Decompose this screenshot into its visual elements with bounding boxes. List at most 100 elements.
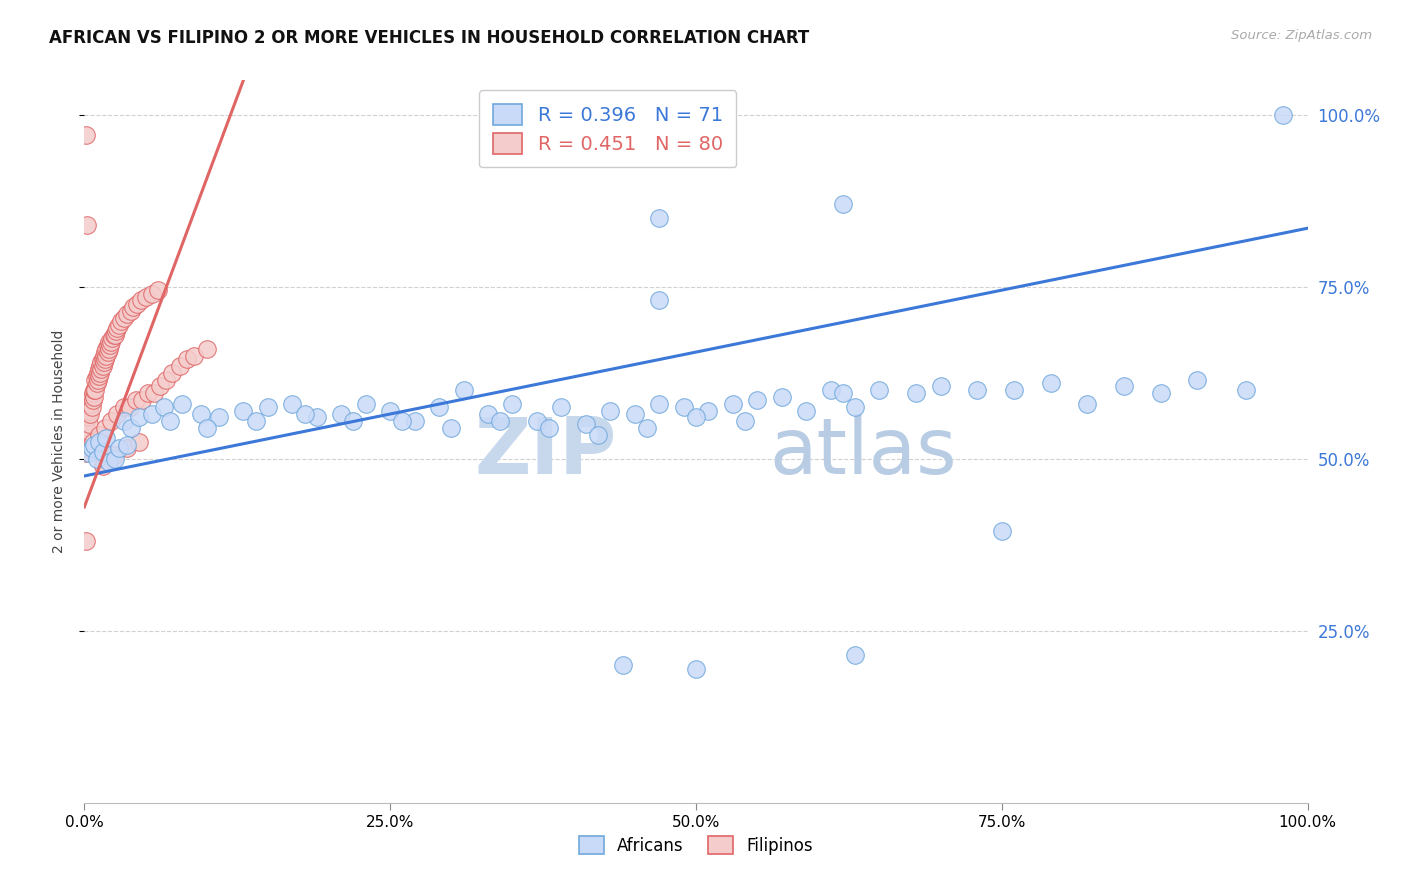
Point	[155, 373, 177, 387]
Point	[869, 383, 891, 397]
Point	[112, 414, 135, 428]
Point	[80, 390, 103, 404]
Point	[195, 421, 218, 435]
Point	[82, 393, 104, 408]
Point	[96, 349, 118, 363]
Point	[90, 355, 112, 369]
Point	[110, 314, 132, 328]
Point	[538, 421, 561, 435]
Point	[104, 448, 127, 462]
Point	[624, 407, 647, 421]
Point	[208, 410, 231, 425]
Point	[125, 393, 148, 408]
Point	[82, 386, 104, 401]
Point	[131, 393, 153, 408]
Point	[232, 403, 254, 417]
Point	[135, 290, 157, 304]
Point	[105, 321, 128, 335]
Point	[97, 345, 120, 359]
Point	[84, 383, 107, 397]
Point	[90, 362, 112, 376]
Point	[115, 307, 138, 321]
Point	[79, 407, 101, 421]
Point	[120, 421, 142, 435]
Point	[648, 397, 671, 411]
Text: ZIP: ZIP	[474, 415, 616, 491]
Point	[672, 400, 695, 414]
Point	[87, 373, 110, 387]
Point	[128, 434, 150, 449]
Point	[112, 310, 135, 325]
Point	[97, 338, 120, 352]
Point	[391, 414, 413, 428]
Point	[1002, 383, 1025, 397]
Point	[342, 414, 364, 428]
Point	[831, 197, 853, 211]
Point	[183, 349, 205, 363]
Point	[75, 128, 97, 143]
Point	[115, 442, 138, 456]
Point	[80, 442, 103, 456]
Point	[1236, 383, 1258, 397]
Point	[648, 211, 671, 225]
Point	[905, 386, 928, 401]
Point	[844, 400, 866, 414]
Point	[305, 410, 328, 425]
Text: AFRICAN VS FILIPINO 2 OR MORE VEHICLES IN HOUSEHOLD CORRELATION CHART: AFRICAN VS FILIPINO 2 OR MORE VEHICLES I…	[49, 29, 810, 46]
Point	[502, 397, 524, 411]
Point	[104, 327, 127, 342]
Text: atlas: atlas	[769, 415, 957, 491]
Point	[721, 397, 744, 411]
Point	[87, 369, 110, 384]
Point	[354, 397, 377, 411]
Point	[146, 283, 169, 297]
Point	[991, 524, 1014, 538]
Point	[636, 421, 658, 435]
Point	[1039, 376, 1062, 390]
Point	[1272, 108, 1295, 122]
Point	[794, 403, 817, 417]
Point	[831, 386, 853, 401]
Point	[77, 403, 100, 417]
Point	[697, 403, 720, 417]
Point	[77, 424, 100, 438]
Point	[136, 386, 159, 401]
Point	[93, 349, 115, 363]
Point	[648, 293, 671, 308]
Point	[966, 383, 988, 397]
Point	[103, 327, 125, 342]
Point	[380, 403, 402, 417]
Point	[91, 458, 114, 473]
Point	[94, 351, 117, 366]
Point	[141, 286, 163, 301]
Point	[1114, 379, 1136, 393]
Point	[550, 400, 572, 414]
Point	[477, 407, 499, 421]
Point	[87, 366, 110, 380]
Point	[195, 342, 218, 356]
Point	[141, 407, 163, 421]
Point	[87, 434, 110, 449]
Point	[770, 390, 793, 404]
Point	[143, 386, 166, 401]
Point	[1187, 373, 1209, 387]
Point	[190, 407, 212, 421]
Point	[75, 446, 97, 460]
Point	[404, 414, 426, 428]
Point	[87, 427, 110, 442]
Point	[75, 534, 97, 549]
Point	[89, 366, 111, 380]
Point	[1076, 397, 1098, 411]
Point	[107, 442, 129, 456]
Point	[76, 438, 98, 452]
Point	[91, 359, 114, 373]
Point	[83, 383, 105, 397]
Point	[86, 376, 108, 390]
Point	[101, 331, 124, 345]
Point	[586, 427, 609, 442]
Point	[149, 379, 172, 393]
Point	[440, 421, 463, 435]
Point	[427, 400, 450, 414]
Point	[112, 400, 135, 414]
Point	[599, 403, 621, 417]
